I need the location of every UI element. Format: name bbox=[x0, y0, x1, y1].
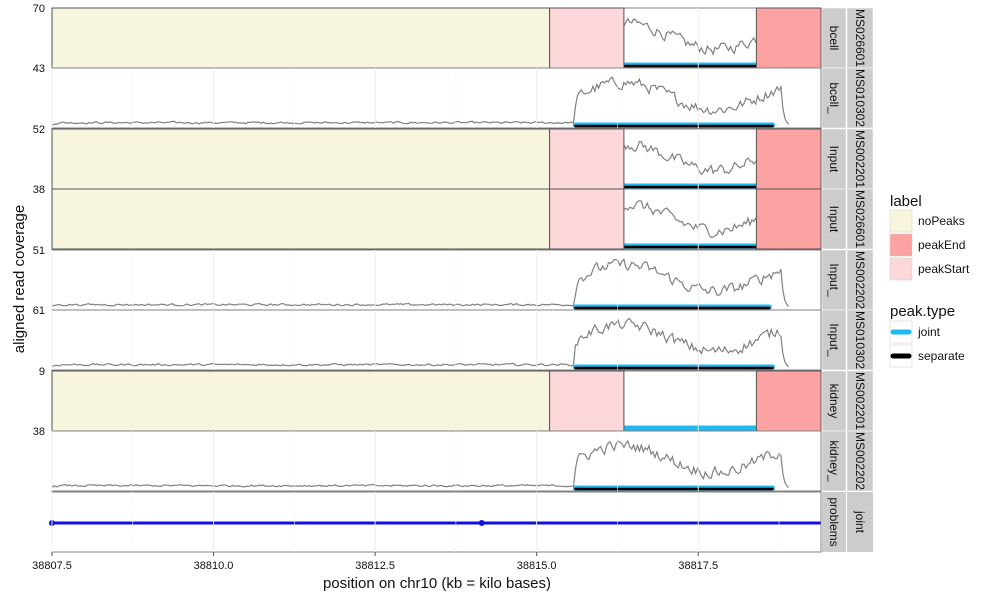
y-tick-label: 38 bbox=[33, 426, 45, 438]
x-tick-label: 38817.5 bbox=[678, 560, 718, 572]
facet-strip-1 bbox=[821, 188, 847, 250]
facet-strip-2 bbox=[846, 188, 874, 250]
facet-panel-8: 38 kidney_ MS002202 bbox=[33, 426, 874, 492]
legend-label-peakStart: peakStart bbox=[918, 262, 970, 276]
facet-strip-2-label: MS010302 bbox=[853, 69, 867, 127]
facet-strip-1 bbox=[822, 492, 846, 552]
region-peakStart bbox=[549, 188, 625, 250]
legend-label-title: label bbox=[890, 193, 922, 210]
facet-strip-2 bbox=[846, 309, 874, 371]
facet-strip-1 bbox=[821, 309, 847, 371]
y-tick-label: 70 bbox=[33, 3, 45, 15]
region-peakStart bbox=[549, 370, 625, 432]
panel-background bbox=[52, 431, 821, 491]
region-noPeaks bbox=[51, 7, 551, 69]
x-tick-label: 38812.5 bbox=[355, 560, 395, 572]
x-axis-title: position on chr10 (kb = kilo bases) bbox=[323, 575, 551, 592]
y-tick-label: 38 bbox=[33, 184, 45, 196]
facet-strip-1-label: Input_ bbox=[827, 323, 841, 357]
panel-background bbox=[52, 250, 821, 310]
region-peakStart bbox=[549, 7, 625, 69]
facet-strip-2-label: MS002201 bbox=[853, 130, 867, 188]
facet-strip-2 bbox=[846, 249, 874, 311]
panel-background bbox=[52, 68, 821, 128]
facet-strip-1-label: Input_ bbox=[827, 263, 841, 297]
problem-point bbox=[478, 520, 485, 526]
facet-strip-1-label: bcell_ bbox=[827, 82, 841, 114]
legend-label-noPeaks: noPeaks bbox=[918, 214, 965, 228]
facet-strip-2-label: MS002201 bbox=[853, 372, 867, 430]
facet-strip-2-label: MS026601 bbox=[853, 190, 867, 248]
facet-strip-2 bbox=[847, 492, 873, 552]
coverage-line bbox=[51, 76, 790, 126]
coverage-line bbox=[51, 439, 790, 489]
panel-background bbox=[52, 310, 821, 370]
facet-strip-2-label: joint bbox=[853, 510, 867, 534]
facet-strip-1 bbox=[821, 67, 847, 129]
facet-panel-6: 61 Input_ MS010302 bbox=[33, 305, 874, 371]
x-tick-label: 38810.0 bbox=[194, 560, 234, 572]
region-peakEnd bbox=[755, 7, 822, 69]
facet-strip-1 bbox=[821, 7, 847, 69]
x-tick-label: 38815.0 bbox=[517, 560, 557, 572]
facet-strip-2-label: MS010302 bbox=[853, 311, 867, 369]
facet-strip-2-label: MS002202 bbox=[853, 251, 867, 309]
legend-key-noPeaks bbox=[889, 209, 913, 233]
legend-key-peakStart bbox=[889, 257, 913, 281]
legend-key-peakEnd bbox=[889, 233, 913, 257]
region-noPeaks bbox=[51, 188, 551, 250]
facet-strip-1-label: Input bbox=[827, 146, 841, 173]
facet-strip-1-label: kidney_ bbox=[827, 440, 841, 482]
facet-strip-1-label: Input bbox=[827, 206, 841, 233]
facet-strip-2 bbox=[846, 67, 874, 129]
y-axis-title: aligned read coverage bbox=[11, 205, 28, 353]
facet-strip-1 bbox=[821, 249, 847, 311]
coverage-line bbox=[51, 317, 790, 368]
facet-strip-2-label: MS026601 bbox=[853, 9, 867, 67]
legend-peak-type-title: peak.type bbox=[890, 303, 955, 320]
y-tick-label: 61 bbox=[33, 305, 45, 317]
facet-strip-1 bbox=[821, 128, 847, 190]
facet-strip-1-label: problems bbox=[827, 497, 841, 546]
y-tick-label: 51 bbox=[33, 245, 45, 257]
y-tick-label: 52 bbox=[33, 124, 45, 136]
facet-strip-2 bbox=[846, 430, 874, 492]
facet-strip-2 bbox=[846, 370, 874, 432]
region-peakEnd bbox=[755, 370, 822, 432]
facet-strip-1 bbox=[821, 430, 847, 492]
region-peakStart bbox=[549, 128, 625, 190]
facet-strip-1 bbox=[821, 370, 847, 432]
legend-label-joint: joint bbox=[917, 325, 941, 339]
region-peakEnd bbox=[755, 128, 822, 190]
facet-panel-2: 43 bcell_ MS010302 bbox=[33, 63, 874, 129]
facet-strip-2 bbox=[846, 128, 874, 190]
legend-label-separate: separate bbox=[918, 349, 965, 363]
facet-panel-5: 51 Input_ MS002202 bbox=[33, 245, 874, 311]
region-peakEnd bbox=[755, 188, 822, 250]
coverage-line bbox=[51, 258, 790, 308]
x-tick-label: 38807.5 bbox=[32, 560, 72, 572]
problems-panel: problems joint bbox=[49, 491, 873, 553]
facet-strip-1-label: bcell bbox=[827, 26, 841, 51]
facet-strip-2-label: MS002202 bbox=[853, 432, 867, 490]
region-noPeaks bbox=[51, 128, 551, 190]
facet-strip-1-label: kidney bbox=[827, 384, 841, 419]
y-tick-label: 9 bbox=[39, 366, 45, 378]
legend-label-peakEnd: peakEnd bbox=[918, 238, 965, 252]
y-tick-label: 43 bbox=[33, 63, 45, 75]
region-noPeaks bbox=[51, 370, 551, 432]
